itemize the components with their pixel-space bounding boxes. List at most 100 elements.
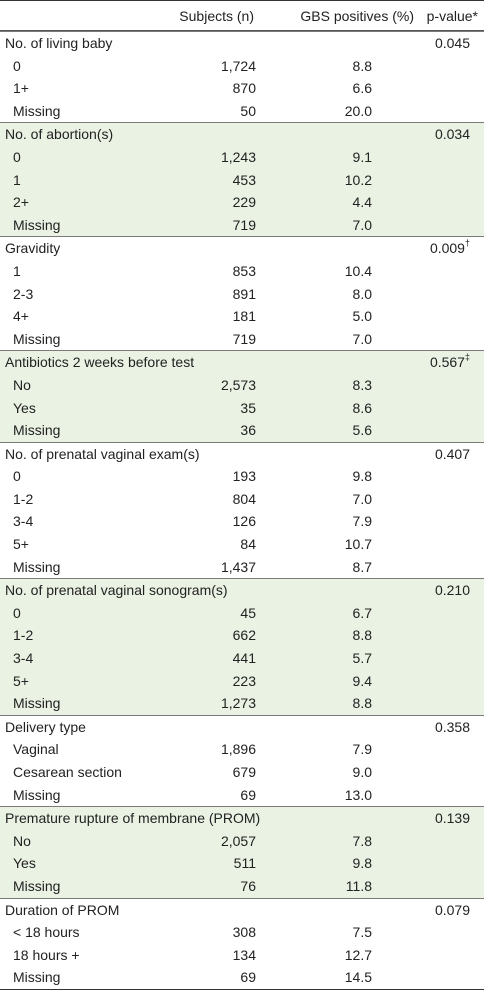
table-row: Missing 69 14.5 [0, 966, 484, 989]
p-value-text: 0.009 [429, 240, 465, 257]
table-row: 2-3 891 8.0 [0, 283, 484, 306]
subjects-cell: 2,573 [220, 376, 256, 393]
table-row: 18 hours + 134 12.7 [0, 944, 484, 967]
subjects-cell: 1,437 [220, 558, 256, 575]
row-label: No [13, 376, 31, 393]
table-row: < 18 hours 308 7.5 [0, 921, 484, 944]
p-value-text: 0.210 [434, 582, 470, 599]
group-label: Gravidity [5, 240, 61, 257]
row-label: 5+ [13, 672, 29, 689]
subjects-cell: 134 [232, 946, 256, 963]
row-label: 0 [13, 604, 21, 621]
gbs-percent-cell: 7.9 [352, 741, 372, 758]
row-label: Missing [13, 216, 61, 233]
table-row: Missing 1,273 8.8 [0, 692, 484, 715]
gbs-percent-cell: 9.8 [352, 855, 372, 872]
subjects-cell: 870 [232, 80, 256, 97]
row-label: Missing [13, 102, 61, 119]
group-header-row: No. of prenatal vaginal exam(s) 0.407 [0, 443, 484, 466]
subjects-cell: 719 [232, 330, 256, 347]
table-group: No. of abortion(s) 0.034 0 1,243 9.1 1 453 10.2… [0, 122, 484, 237]
table-group: Duration of PROM 0.079 < 18 hours 308 7.5 18 … [0, 897, 484, 990]
table-row: 0 1,724 8.8 [0, 55, 484, 78]
p-value-text: 0.045 [434, 35, 470, 51]
p-value-cell: 0.139 [435, 807, 470, 830]
row-label: 2+ [13, 194, 29, 211]
gbs-percent-cell: 8.7 [352, 558, 372, 575]
row-label: 2-3 [13, 285, 34, 302]
gbs-percent-cell: 8.0 [352, 285, 372, 302]
gbs-percent-cell: 11.8 [345, 877, 372, 894]
table-row: Missing 50 20.0 [0, 100, 484, 123]
table-row: 0 1,243 9.1 [0, 146, 484, 169]
p-value-cell: 0.210 [435, 579, 470, 602]
gbs-percent-cell: 10.4 [344, 262, 372, 279]
gbs-percent-cell: 7.0 [352, 330, 372, 347]
gbs-percent-cell: 9.0 [352, 764, 372, 780]
table-row: Yes 35 8.6 [0, 397, 484, 420]
table-row: Yes 511 9.8 [0, 852, 484, 875]
table-group: Delivery type 0.358 Vaginal 1,896 7.9 Cesarea… [0, 714, 484, 807]
row-label: Missing [13, 558, 61, 575]
subjects-cell: 441 [232, 650, 256, 667]
subjects-cell: 1,724 [220, 57, 256, 74]
table-row: 1+ 870 6.6 [0, 77, 484, 100]
p-value-cell: 0.009† [430, 237, 470, 260]
row-label: 5+ [13, 536, 29, 553]
table-row: Vaginal 1,896 7.9 [0, 738, 484, 761]
group-label: No. of prenatal vaginal exam(s) [5, 445, 200, 462]
subjects-cell: 181 [232, 308, 256, 325]
subjects-cell: 229 [232, 194, 256, 211]
row-label: 0 [13, 57, 21, 74]
table-row: 1 453 10.2 [0, 169, 484, 192]
table-row: 3-4 441 5.7 [0, 647, 484, 670]
group-label: No. of prenatal vaginal sonogram(s) [5, 582, 228, 599]
subjects-cell: 662 [232, 627, 256, 644]
row-label: Missing [13, 422, 61, 439]
group-header-row: Duration of PROM 0.079 [0, 899, 484, 922]
subjects-cell: 69 [240, 786, 256, 803]
gbs-percent-cell: 8.6 [352, 399, 372, 416]
group-label: Duration of PROM [5, 901, 120, 918]
gbs-percent-cell: 8.8 [352, 627, 372, 644]
p-value-cell: 0.045 [435, 32, 470, 55]
subjects-cell: 36 [240, 422, 256, 439]
gbs-percent-cell: 5.0 [352, 308, 372, 325]
subjects-cell: 453 [232, 171, 256, 188]
group-label: No. of abortion(s) [5, 126, 114, 143]
subjects-cell: 84 [240, 536, 256, 553]
row-label: 1-2 [13, 490, 34, 507]
group-header-row: No. of abortion(s) 0.034 [0, 123, 484, 146]
p-value-cell: 0.567‡ [430, 351, 470, 374]
table-row: 1 853 10.4 [0, 260, 484, 283]
p-value-text: 0.079 [434, 901, 470, 918]
table-row: 0 193 9.8 [0, 465, 484, 488]
table-group: No. of prenatal vaginal sonogram(s) 0.210… [0, 578, 484, 715]
subjects-cell: 1,243 [220, 148, 256, 165]
group-header-row: No. of prenatal vaginal sonogram(s) 0.210 [0, 579, 484, 602]
gbs-percent-cell: 9.8 [352, 468, 372, 485]
table-row: 1-2 662 8.8 [0, 624, 484, 647]
table-row: Missing 69 13.0 [0, 784, 484, 807]
subjects-cell: 891 [232, 285, 256, 302]
row-label: Missing [13, 330, 61, 347]
row-label: < 18 hours [13, 924, 80, 941]
group-label: Delivery type [5, 718, 86, 735]
table-row: Missing 76 11.8 [0, 875, 484, 898]
subjects-cell: 679 [232, 764, 256, 780]
header-p-value: p-value* [426, 8, 478, 24]
gbs-percent-cell: 10.2 [344, 171, 372, 188]
gbs-percent-cell: 5.7 [352, 650, 372, 667]
row-label: 0 [13, 148, 21, 165]
subjects-cell: 193 [232, 468, 256, 485]
row-label: 1+ [13, 80, 29, 97]
footnote-mark: † [464, 238, 470, 249]
p-value-cell: 0.034 [435, 123, 470, 146]
gbs-percent-cell: 6.7 [352, 604, 372, 621]
gbs-percent-cell: 12.7 [344, 946, 372, 963]
table-row: Missing 1,437 8.7 [0, 556, 484, 579]
table-header: Subjects (n) GBS positives (%) p-value* [0, 0, 484, 31]
gbs-percent-cell: 20.0 [344, 102, 372, 119]
p-value-cell: 0.407 [435, 443, 470, 466]
